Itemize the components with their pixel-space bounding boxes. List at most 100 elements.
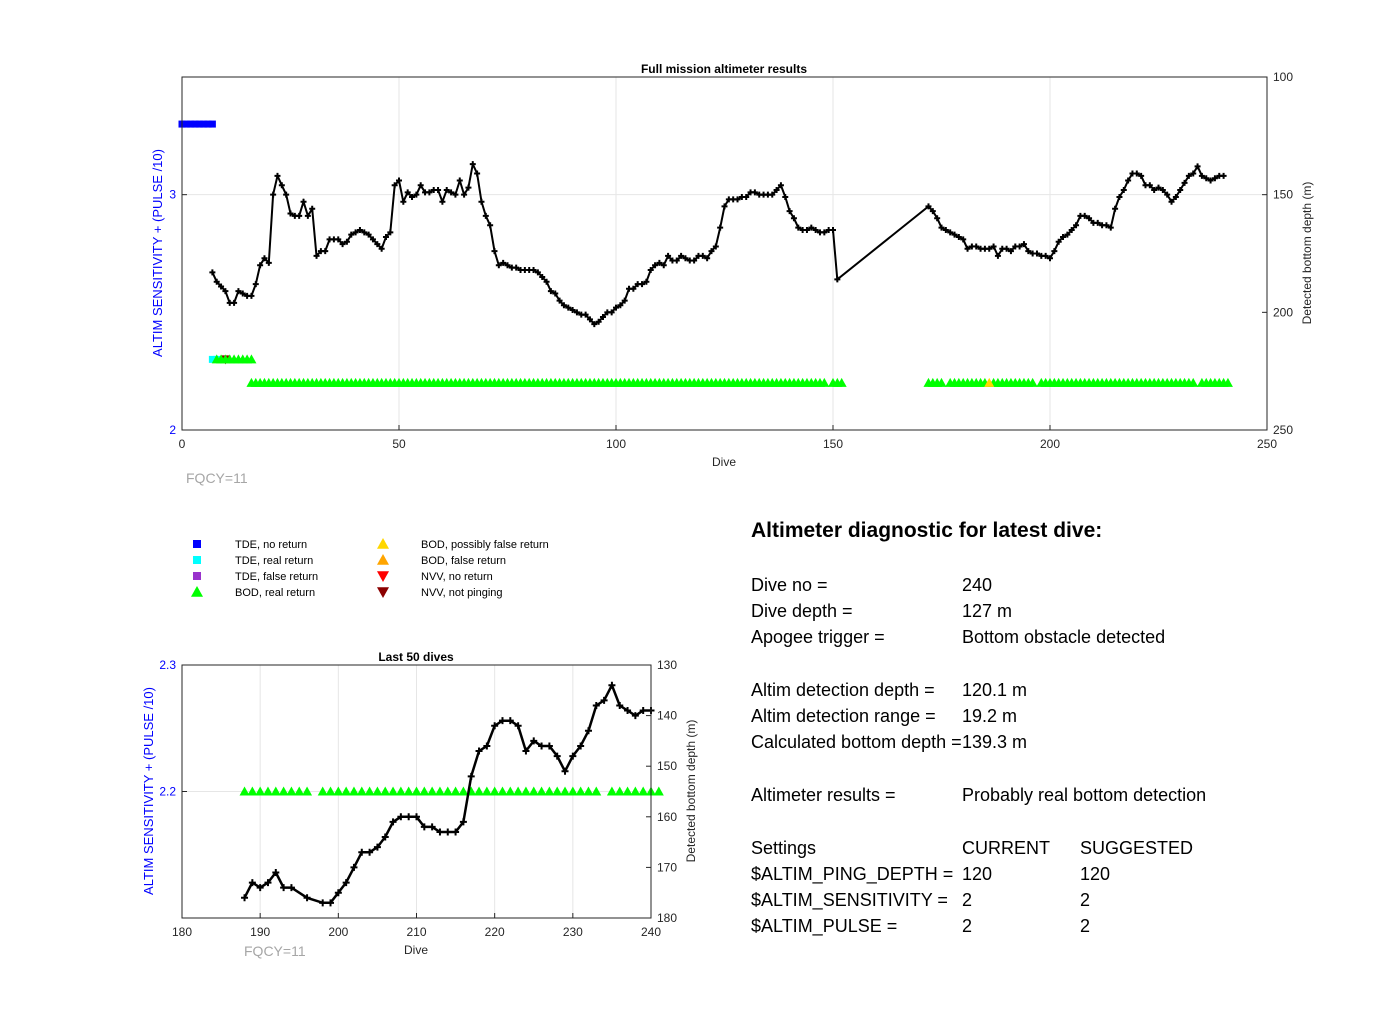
marker-triangle-up xyxy=(560,786,571,796)
depth-point xyxy=(272,868,280,876)
marker-triangle-up xyxy=(520,786,531,796)
depth-point xyxy=(616,701,624,709)
top-chart-title: Full mission altimeter results xyxy=(641,62,807,76)
marker-triangle-up xyxy=(819,377,830,387)
top-chart-axes-box xyxy=(181,76,1268,431)
depth-point xyxy=(461,191,468,198)
suggested-header: SUGGESTED xyxy=(1080,838,1194,858)
marker-square xyxy=(204,120,212,128)
depth-point xyxy=(577,742,585,750)
sensitivity-current: 2 xyxy=(962,890,973,910)
ping-depth-label: $ALTIM_PING_DEPTH = xyxy=(751,864,954,884)
depth-point xyxy=(404,189,411,196)
current-header: CURRENT xyxy=(962,838,1050,858)
x-tick-label: 190 xyxy=(250,925,270,939)
top-x-axis-label: Dive xyxy=(712,455,736,469)
depth-point xyxy=(366,848,374,856)
legend-item-label: NVV, not pinging xyxy=(421,587,503,599)
dive-depth-value: 127 m xyxy=(962,601,1013,621)
depth-point xyxy=(491,722,499,730)
depth-point xyxy=(947,229,954,236)
depth-point xyxy=(586,316,593,323)
depth-point xyxy=(534,269,541,276)
depth-point xyxy=(283,191,290,198)
depth-point xyxy=(973,243,980,250)
marker-triangle-up xyxy=(395,786,406,796)
top-y-right-label: Detected bottom depth (m) xyxy=(1300,182,1314,325)
depth-point xyxy=(994,252,1001,259)
x-tick-label: 150 xyxy=(823,437,843,451)
depth-point xyxy=(630,285,637,292)
depth-point xyxy=(699,252,706,259)
depth-point xyxy=(808,224,815,231)
depth-point xyxy=(313,252,320,259)
depth-point xyxy=(751,189,758,196)
depth-point xyxy=(834,276,841,283)
depth-point xyxy=(734,196,741,203)
depth-point xyxy=(782,194,789,201)
depth-point xyxy=(270,191,277,198)
depth-point xyxy=(213,278,220,285)
legend-marker-triangle xyxy=(377,554,389,565)
marker-triangle-up xyxy=(255,786,266,796)
marker-triangle-up xyxy=(528,786,539,796)
depth-point xyxy=(656,259,663,266)
marker-triangle-up xyxy=(419,786,430,796)
depth-point xyxy=(280,884,288,892)
depth-point xyxy=(287,210,294,217)
depth-point xyxy=(543,278,550,285)
marker-triangle-up xyxy=(356,786,367,796)
depth-point xyxy=(417,182,424,189)
depth-point xyxy=(1003,245,1010,252)
sensitivity-label: $ALTIM_SENSITIVITY = xyxy=(751,890,948,910)
depth-point xyxy=(743,194,750,201)
depth-point xyxy=(1164,191,1171,198)
marker-triangle-up xyxy=(317,786,328,796)
depth-point xyxy=(1016,243,1023,250)
depth-point xyxy=(373,843,381,851)
top-y-left-label: ALTIM SENSITIVITY + (PULSE /10) xyxy=(150,149,165,357)
marker-triangle-up xyxy=(450,786,461,796)
legend-marker-triangle xyxy=(377,587,389,598)
marker-triangle-up xyxy=(325,786,336,796)
depth-point xyxy=(248,879,256,887)
bottom-chart-title: Last 50 dives xyxy=(378,650,454,664)
depth-point xyxy=(639,281,646,288)
depth-point xyxy=(241,894,249,902)
marker-triangle-up xyxy=(247,786,258,796)
depth-point xyxy=(1146,182,1153,189)
depth-point xyxy=(795,224,802,231)
depth-point xyxy=(1185,172,1192,179)
depth-point xyxy=(478,198,485,205)
depth-point xyxy=(960,236,967,243)
legend-item-label: NVV, no return xyxy=(421,571,493,583)
marker-triangle-up xyxy=(606,786,617,796)
depth-point xyxy=(335,236,342,243)
depth-point xyxy=(319,899,327,907)
depth-point xyxy=(382,234,389,241)
depth-point xyxy=(608,681,616,689)
depth-point xyxy=(448,189,455,196)
depth-point xyxy=(1168,198,1175,205)
apogee-trigger-label: Apogee trigger = xyxy=(751,627,885,647)
depth-point xyxy=(821,229,828,236)
depth-point xyxy=(1081,212,1088,219)
depth-point xyxy=(342,879,350,887)
marker-triangle-up xyxy=(364,786,375,796)
depth-point xyxy=(456,177,463,184)
legend-marker-triangle xyxy=(377,538,389,549)
depth-point xyxy=(420,823,428,831)
depth-point xyxy=(1025,248,1032,255)
marker-triangle-up xyxy=(341,786,352,796)
depth-point xyxy=(708,248,715,255)
bottom-y-left-label: ALTIM SENSITIVITY + (PULSE /10) xyxy=(141,687,156,895)
legend-item-label: TDE, false return xyxy=(235,571,318,583)
depth-point xyxy=(1064,231,1071,238)
depth-point xyxy=(248,292,255,299)
depth-point xyxy=(617,302,624,309)
depth-point xyxy=(652,262,659,269)
marker-triangle-up xyxy=(583,786,594,796)
depth-point xyxy=(1151,186,1158,193)
depth-point xyxy=(560,302,567,309)
depth-point xyxy=(469,161,476,168)
